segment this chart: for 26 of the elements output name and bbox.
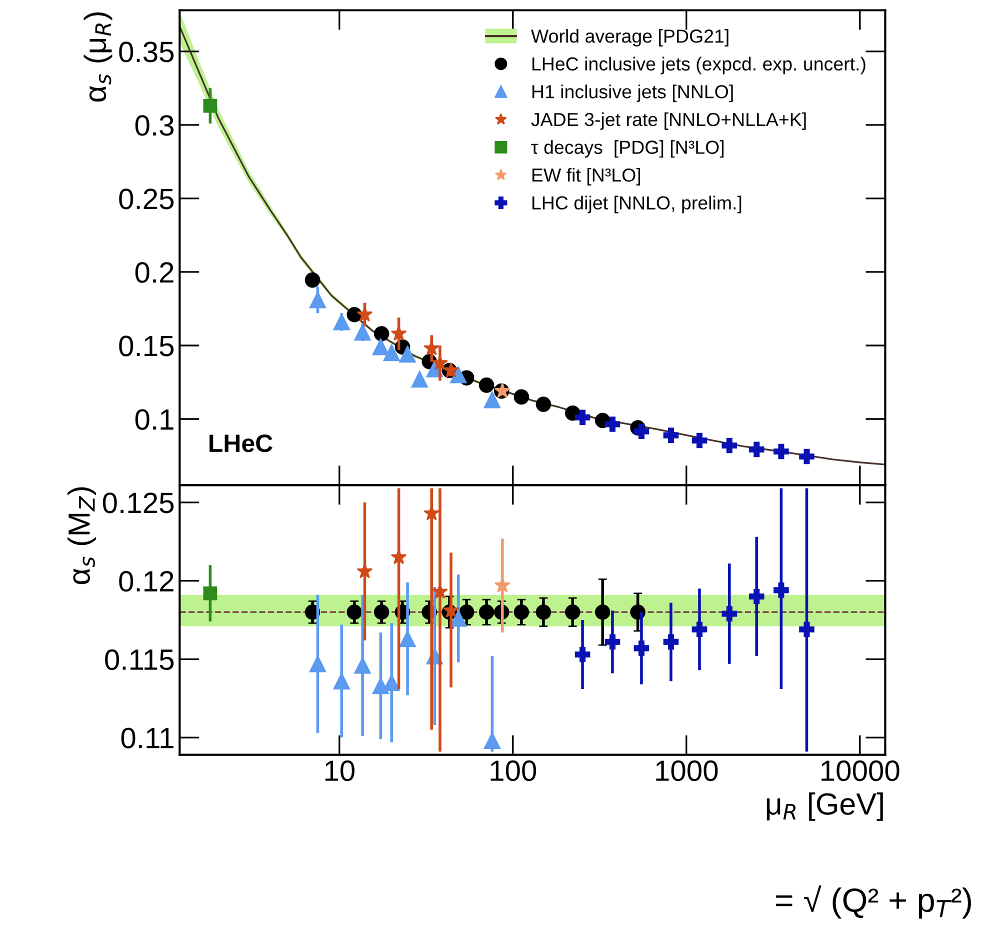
y-axis-title: α$_{s}$ (μ$_{R}$): [84, 12, 112, 102]
y-tick-label: 0.125: [102, 492, 174, 514]
annotation: LHeC: [210, 434, 272, 452]
y-tick-label: 0.15: [119, 336, 174, 356]
x-tick-label: 100: [490, 760, 536, 782]
x-tick-label: 1000: [656, 760, 718, 782]
legend-label: τ decays [PDG] [N³LO]: [531, 140, 724, 158]
y-tick-label: 0.115: [105, 649, 174, 670]
y-tick-label: 0.3: [135, 115, 174, 136]
legend-label: LHeC inclusive jets (expcd. exp. uncert.): [532, 56, 866, 74]
x-axis-title: μ$_{R}$ [GeV]: [766, 792, 883, 821]
y-tick-label: 0.2: [135, 262, 174, 283]
x-tick-label: 10: [325, 760, 354, 782]
y-tick-label: 0.35: [119, 42, 174, 62]
y-axis-title: α$_{s}$ (M$_{Z}$): [68, 487, 96, 584]
x-tick-label: 10000: [822, 760, 900, 782]
y-tick-label: 0.12: [119, 570, 174, 592]
text: = √ (Q² + p$_{T}$²): [776, 885, 971, 919]
legend-label: LHC dijet [NNLO, prelim.]: [532, 196, 742, 214]
legend-label: H1 inclusive jets [NNLO]: [532, 84, 733, 102]
legend-label: JADE 3-jet rate [NNLO+NLLA+K]: [531, 112, 806, 130]
y-tick-label: 0.11: [121, 728, 174, 748]
y-tick-label: 0.1: [135, 409, 174, 430]
legend-label: EW fit [N³LO]: [532, 168, 640, 186]
y-tick-label: 0.25: [119, 188, 174, 210]
legend-label: World average [PDG21]: [531, 29, 728, 46]
